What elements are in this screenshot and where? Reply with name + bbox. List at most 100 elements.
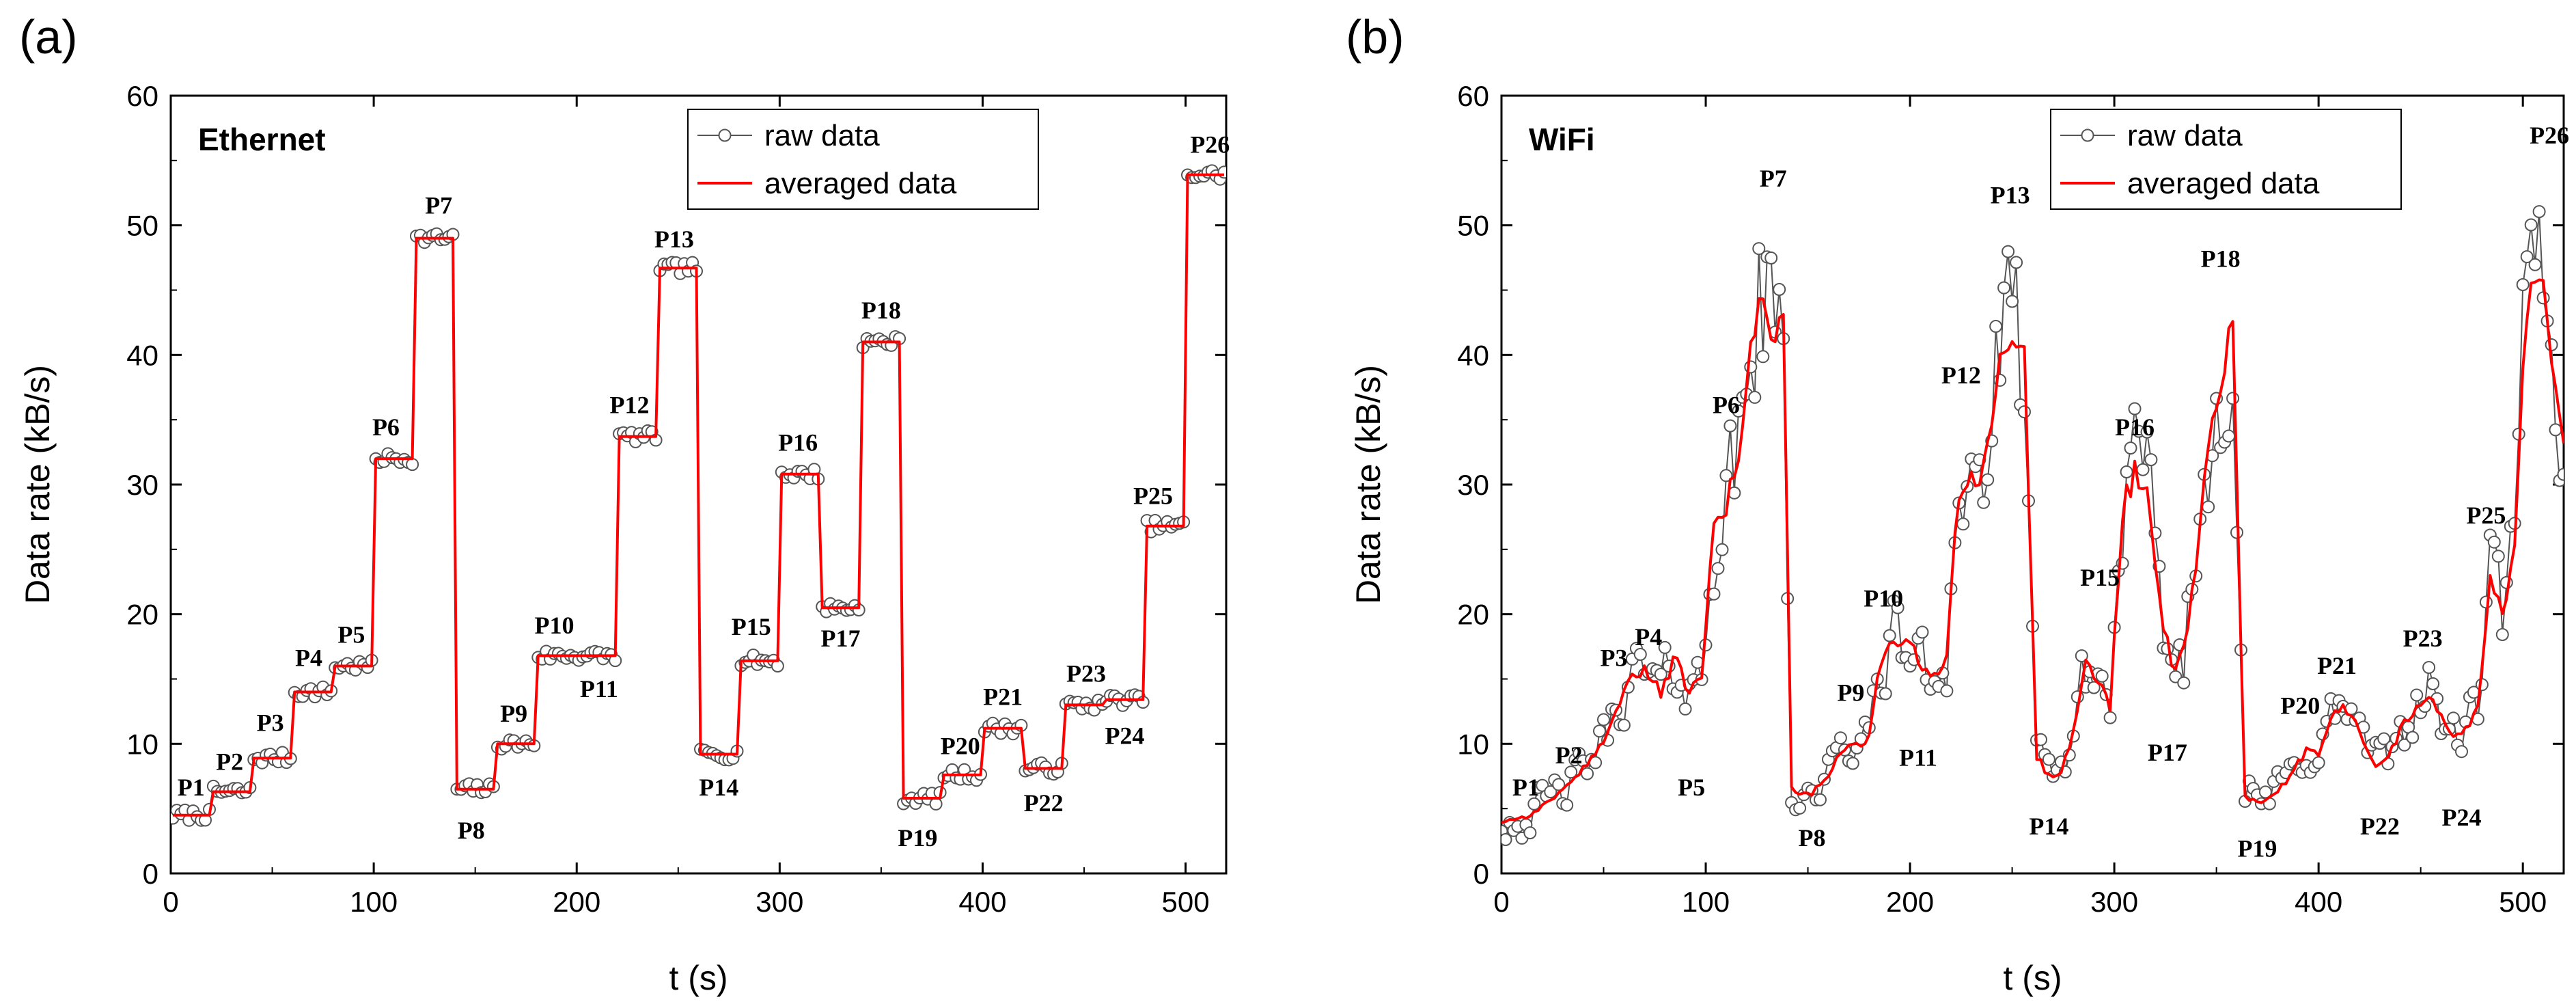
x-tick-label: 200 xyxy=(553,886,600,918)
point-label: P17 xyxy=(820,625,860,652)
raw-data-point xyxy=(2475,678,2489,692)
raw-data-point xyxy=(2136,463,2150,476)
legend-avg-label: averaged data xyxy=(2127,167,2320,200)
point-label: P25 xyxy=(2466,502,2506,529)
point-label: P1 xyxy=(178,774,205,801)
x-tick-label: 300 xyxy=(2090,886,2138,918)
raw-data-point xyxy=(2010,256,2023,269)
point-label: P24 xyxy=(2441,804,2481,831)
raw-data-point xyxy=(2528,258,2542,271)
point-label: P20 xyxy=(941,733,980,760)
x-tick-label: 200 xyxy=(1886,886,1934,918)
raw-data-point xyxy=(1711,562,1725,575)
point-label: P22 xyxy=(1024,789,1064,817)
y-tick-label: 50 xyxy=(1457,210,1489,242)
raw-data-point xyxy=(2128,402,2142,416)
raw-data-point xyxy=(2516,278,2530,291)
raw-data-point xyxy=(2222,429,2236,443)
point-label: P16 xyxy=(2115,413,2155,441)
raw-data-point xyxy=(2545,338,2558,351)
point-label: P13 xyxy=(1991,181,2030,208)
raw-data-point xyxy=(1846,757,1859,770)
y-tick-label: 10 xyxy=(126,728,158,760)
x-tick-label: 100 xyxy=(1682,886,1730,918)
point-label: P25 xyxy=(1133,482,1173,509)
y-axis-label: Data rate (kB/s) xyxy=(1349,365,1387,604)
point-label: P2 xyxy=(1555,742,1583,769)
plot-frame xyxy=(1500,94,2565,875)
y-tick-label: 50 xyxy=(126,210,158,242)
point-label: P12 xyxy=(609,392,649,419)
raw-data-point xyxy=(2006,295,2019,308)
raw-data-point xyxy=(2144,453,2158,467)
point-label: P4 xyxy=(295,644,322,672)
y-axis-label: Data rate (kB/s) xyxy=(18,365,57,604)
point-label: P8 xyxy=(458,817,485,844)
point-label: P5 xyxy=(1678,774,1705,801)
raw-data-point xyxy=(1879,687,1892,701)
raw-data-point xyxy=(1752,242,1766,256)
plot-area xyxy=(171,164,1226,827)
raw-data-point xyxy=(1719,469,1733,482)
raw-data-point xyxy=(2520,250,2534,264)
point-label: P23 xyxy=(2403,625,2443,652)
raw-data-point xyxy=(1560,798,1574,812)
point-label: P6 xyxy=(372,413,400,441)
point-label: P10 xyxy=(535,612,574,639)
point-label: P18 xyxy=(2201,245,2241,272)
point-label: P7 xyxy=(1760,165,1787,192)
raw-data-point xyxy=(1617,718,1631,732)
point-label: P9 xyxy=(500,700,527,727)
raw-data-point xyxy=(2487,535,2501,549)
point-label: P3 xyxy=(257,709,284,736)
y-tick-label: 0 xyxy=(1473,858,1489,890)
raw-data-point xyxy=(2202,500,2215,514)
raw-data-point xyxy=(1764,252,1778,264)
point-label: P19 xyxy=(898,824,937,852)
chart-title: WiFi xyxy=(1529,122,1595,157)
raw-data-point xyxy=(2447,711,2460,725)
raw-data-point xyxy=(2002,245,2015,258)
x-tick-label: 100 xyxy=(350,886,398,918)
raw-data-point xyxy=(2177,676,2191,690)
raw-data-point xyxy=(1773,283,1786,296)
raw-data-point xyxy=(1883,629,1896,642)
point-label: P26 xyxy=(1190,131,1230,158)
y-tick-label: 30 xyxy=(1457,469,1489,501)
x-tick-label: 500 xyxy=(2499,886,2547,918)
point-label: P3 xyxy=(1600,644,1627,672)
point-label: P14 xyxy=(2029,813,2068,840)
point-label: P1 xyxy=(1512,774,1540,801)
raw-data-point xyxy=(2312,756,2325,770)
y-tick-label: 0 xyxy=(143,858,158,890)
raw-data-point xyxy=(1997,281,2011,295)
raw-data-point xyxy=(1707,587,1721,601)
legend-avg-label: averaged data xyxy=(764,167,957,200)
raw-data-point xyxy=(2532,205,2546,219)
raw-data-point xyxy=(1564,765,1578,779)
raw-data-point xyxy=(1793,801,1807,815)
legend-raw-marker xyxy=(718,128,732,142)
series-averaged-line xyxy=(1501,278,2564,824)
raw-data-point xyxy=(2398,738,2411,752)
y-tick-label: 30 xyxy=(126,469,158,501)
raw-data-point xyxy=(1756,350,1770,364)
point-label: P19 xyxy=(2237,834,2277,862)
raw-data-point xyxy=(2455,745,2468,759)
raw-data-point xyxy=(2103,711,2117,724)
raw-data-point xyxy=(1989,320,2003,333)
legend-raw-label: raw data xyxy=(764,119,880,152)
raw-data-point xyxy=(2124,441,2137,455)
legend-box xyxy=(687,109,1039,210)
raw-data-point xyxy=(1715,543,1729,556)
raw-data-point xyxy=(2075,649,2088,663)
raw-data-point xyxy=(1523,826,1537,840)
y-tick-label: 40 xyxy=(126,339,158,371)
chart-panel-ethernet: (a) 0 100 200 300 400 500 0 10 20 30 40 50 60 t (s) Dat… xyxy=(18,10,1230,997)
x-axis-label: t (s) xyxy=(669,959,728,997)
chart-title: Ethernet xyxy=(198,122,326,157)
raw-data-point xyxy=(1678,702,1692,716)
point-label: P20 xyxy=(2280,692,2320,720)
raw-data-point xyxy=(1597,713,1610,726)
